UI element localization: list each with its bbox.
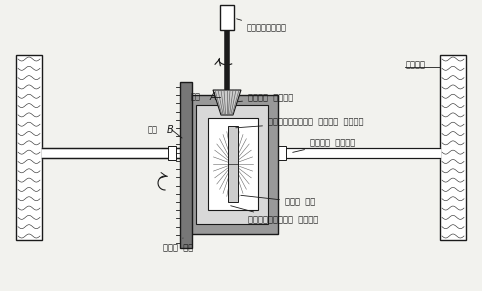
Text: リング  ギヤ: リング ギヤ bbox=[163, 238, 193, 253]
Bar bbox=[16, 55, 42, 240]
Text: アクスル  シャフト: アクスル シャフト bbox=[293, 139, 355, 152]
Text: A: A bbox=[210, 92, 216, 102]
Bar bbox=[180, 82, 192, 248]
Bar bbox=[196, 105, 268, 224]
Polygon shape bbox=[213, 90, 241, 115]
Text: ディファレンシャル  ビニオン: ディファレンシャル ビニオン bbox=[231, 206, 318, 224]
Text: ドライブ  ビニオン: ドライブ ビニオン bbox=[238, 93, 293, 102]
Text: B: B bbox=[167, 125, 174, 135]
Bar bbox=[440, 55, 466, 240]
Bar bbox=[168, 146, 176, 160]
Bar bbox=[186, 95, 278, 234]
Bar bbox=[278, 146, 286, 160]
Bar bbox=[208, 118, 258, 210]
Text: サイド  ギヤ: サイド ギヤ bbox=[241, 195, 315, 207]
Bar bbox=[220, 5, 234, 30]
Text: ホイール: ホイール bbox=[406, 61, 426, 70]
Bar bbox=[228, 126, 238, 202]
Text: ディファレンシャル  ビニオン  シャフト: ディファレンシャル ビニオン シャフト bbox=[236, 118, 363, 128]
Text: 歯車: 歯車 bbox=[148, 125, 158, 134]
Text: プロペラシャフト: プロペラシャフト bbox=[237, 19, 287, 33]
Text: 歯車: 歯車 bbox=[191, 93, 201, 102]
